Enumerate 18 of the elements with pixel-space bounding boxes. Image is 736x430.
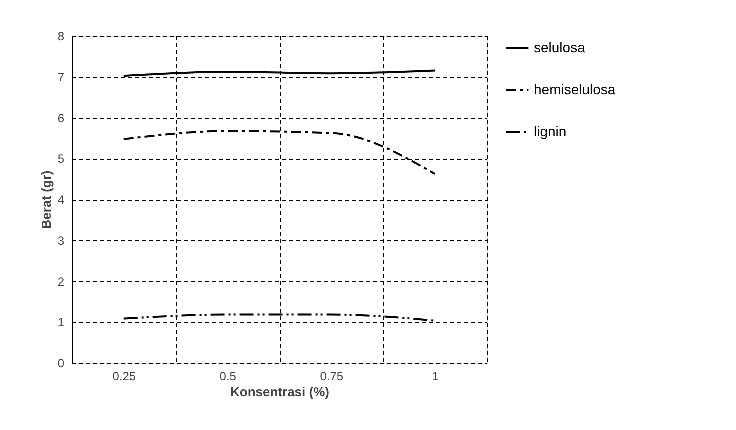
legend-label: hemiselulosa — [534, 82, 616, 98]
legend-label: selulosa — [534, 40, 586, 56]
y-tick-label: 8 — [58, 30, 65, 44]
x-axis-title: Konsentrasi (%) — [230, 384, 330, 400]
legend-label: lignin — [534, 124, 567, 140]
x-tick-label: 1 — [432, 370, 440, 384]
y-tick-label: 2 — [58, 274, 65, 289]
y-tick-label: 5 — [58, 152, 65, 166]
y-tick-label: 3 — [58, 234, 65, 248]
x-tick-label: 0.25 — [112, 370, 136, 384]
y-tick-label: 0 — [58, 356, 65, 370]
y-axis-title: Berat (gr) — [38, 170, 54, 230]
y-tick-label: 7 — [58, 70, 65, 84]
y-tick-label: 6 — [58, 111, 65, 126]
y-tick-label: 1 — [58, 316, 65, 330]
x-tick-label: 0.5 — [220, 370, 237, 384]
x-tick-label: 0.75 — [320, 370, 344, 384]
y-tick-label: 4 — [58, 193, 65, 207]
